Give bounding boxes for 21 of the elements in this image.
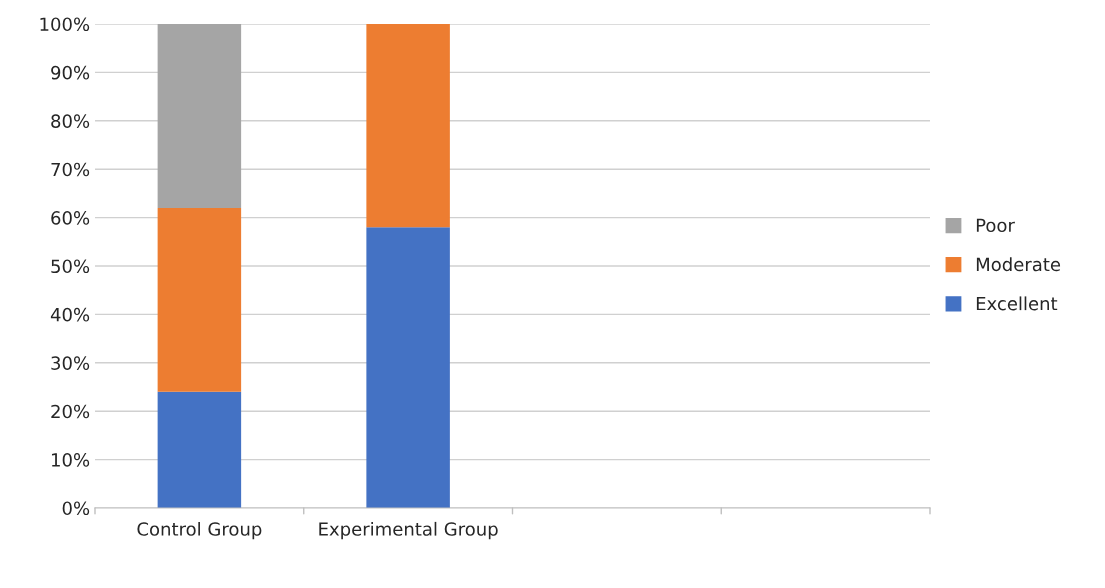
- bar: [157, 391, 242, 508]
- y-tick-label: 90%: [51, 65, 90, 80]
- y-tick-label: 70%: [51, 162, 90, 177]
- y-tick-label: 30%: [51, 356, 90, 370]
- bar: [157, 24, 242, 208]
- y-tick-label: 0%: [62, 501, 90, 516]
- legend-label: Moderate: [976, 257, 1061, 272]
- legend-label: Excellent: [976, 296, 1058, 311]
- y-tick-label: 60%: [51, 211, 90, 225]
- y-tick-label: 50%: [51, 259, 90, 274]
- y-tick-label: 40%: [50, 307, 90, 322]
- bar: [366, 227, 450, 508]
- y-tick-label: 20%: [51, 404, 90, 419]
- x-tick-label: Control Group: [137, 521, 262, 540]
- y-tick-label: 10%: [51, 453, 90, 467]
- y-tick-label: 100%: [40, 17, 90, 32]
- legend-label: Poor: [976, 218, 1015, 233]
- bar: [157, 207, 242, 392]
- y-tick-label: 80%: [51, 114, 90, 128]
- x-tick-label: Experimental Group: [319, 521, 498, 540]
- bar: [366, 24, 450, 228]
